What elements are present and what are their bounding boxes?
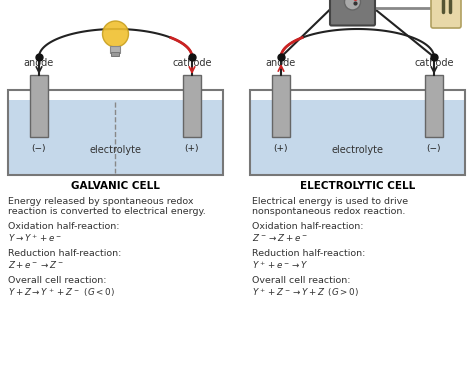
Text: Reduction half-reaction:: Reduction half-reaction: — [8, 249, 121, 258]
Text: Overall cell reaction:: Overall cell reaction: — [8, 276, 107, 285]
Text: $Y^+ + e^- \rightarrow Y$: $Y^+ + e^- \rightarrow Y$ — [252, 259, 309, 271]
Text: ELECTROLYTIC CELL: ELECTROLYTIC CELL — [300, 181, 415, 191]
Bar — [9, 100, 222, 174]
Text: cathode: cathode — [414, 58, 454, 68]
Circle shape — [345, 0, 361, 10]
Text: anode: anode — [24, 58, 54, 68]
Bar — [30, 75, 48, 137]
Text: nonspontaneous redox reaction.: nonspontaneous redox reaction. — [252, 207, 405, 216]
Text: $Z^- \rightarrow Z + e^-$: $Z^- \rightarrow Z + e^-$ — [252, 232, 308, 243]
Text: (+): (+) — [274, 144, 288, 152]
FancyBboxPatch shape — [330, 0, 375, 25]
Text: $Z + e^- \rightarrow Z^-$: $Z + e^- \rightarrow Z^-$ — [8, 259, 64, 270]
Text: GALVANIC CELL: GALVANIC CELL — [71, 181, 160, 191]
Text: (−): (−) — [32, 144, 46, 152]
Text: Reduction half-reaction:: Reduction half-reaction: — [252, 249, 365, 258]
Bar — [250, 90, 465, 175]
Bar — [110, 46, 120, 53]
Circle shape — [102, 21, 128, 47]
Text: Oxidation half-reaction:: Oxidation half-reaction: — [8, 222, 119, 231]
Text: (−): (−) — [427, 144, 441, 152]
Text: reaction is converted to electrical energy.: reaction is converted to electrical ener… — [8, 207, 206, 216]
FancyBboxPatch shape — [431, 0, 461, 28]
Text: (+): (+) — [185, 144, 199, 152]
Bar — [183, 75, 201, 137]
Text: $Y + Z \rightarrow Y^+ + Z^-\;\,(G < 0)$: $Y + Z \rightarrow Y^+ + Z^-\;\,(G < 0)$ — [8, 286, 115, 299]
Text: Oxidation half-reaction:: Oxidation half-reaction: — [252, 222, 364, 231]
Text: $Y \rightarrow Y^+ + e^-$: $Y \rightarrow Y^+ + e^-$ — [8, 232, 62, 244]
Text: electrolyte: electrolyte — [90, 145, 142, 155]
Text: cathode: cathode — [172, 58, 212, 68]
Bar — [8, 90, 223, 175]
Text: $Y^+ + Z^- \rightarrow Y + Z\;\,(G > 0)$: $Y^+ + Z^- \rightarrow Y + Z\;\,(G > 0)$ — [252, 286, 359, 299]
Bar — [425, 75, 443, 137]
Text: Energy released by spontaneous redox: Energy released by spontaneous redox — [8, 197, 193, 206]
Bar — [111, 52, 119, 56]
Text: electrolyte: electrolyte — [331, 145, 383, 155]
Bar — [272, 75, 290, 137]
Text: Overall cell reaction:: Overall cell reaction: — [252, 276, 350, 285]
Text: anode: anode — [266, 58, 296, 68]
Text: Electrical energy is used to drive: Electrical energy is used to drive — [252, 197, 408, 206]
Bar — [251, 100, 464, 174]
